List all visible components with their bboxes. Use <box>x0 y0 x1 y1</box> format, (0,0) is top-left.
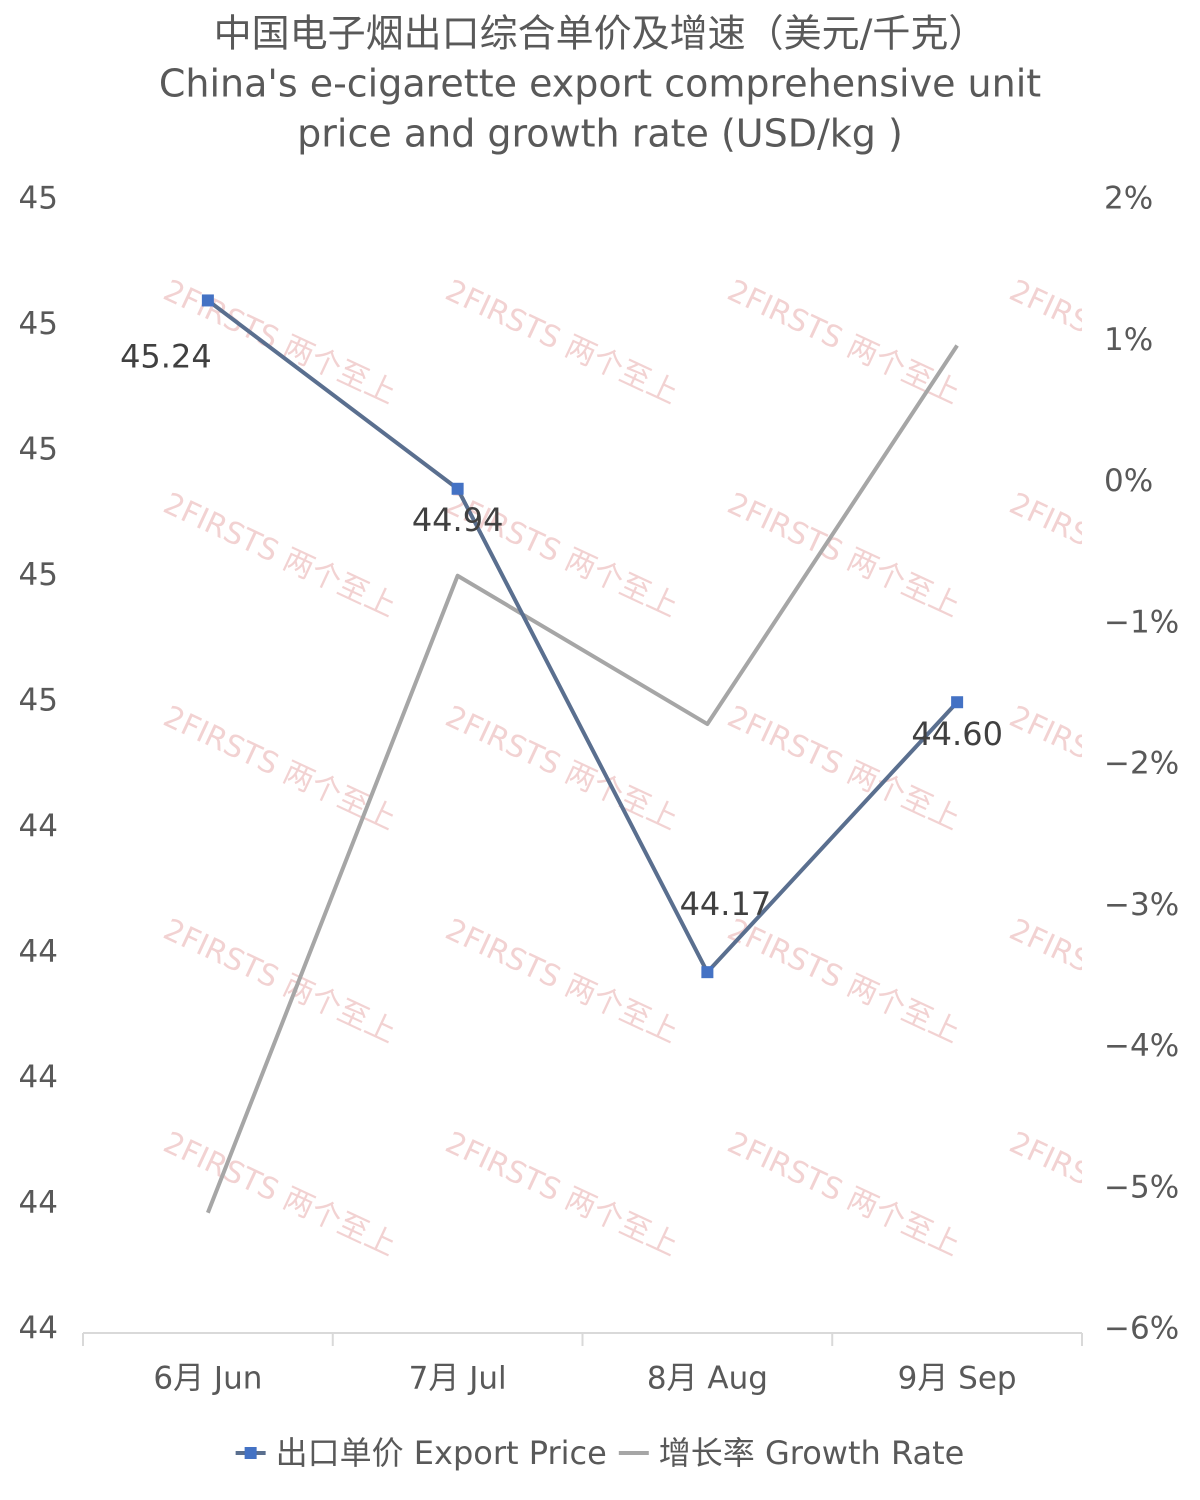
x-tick-label: 8月 Aug <box>647 1361 768 1397</box>
watermark: 2FIRSTS 两个至上 <box>722 486 965 624</box>
chart-subtitle: China's e-cigarette export comprehensive… <box>159 62 1041 106</box>
y-tick-label: 45 <box>19 306 58 342</box>
y-tick-label: 44 <box>19 934 58 970</box>
y2-tick-label: −1% <box>1104 604 1179 640</box>
y2-tick-label: −6% <box>1104 1311 1179 1347</box>
y2-tick-label: −3% <box>1104 887 1179 923</box>
data-label: 44.17 <box>680 885 772 923</box>
y-tick-label: 45 <box>19 432 58 468</box>
data-label: 45.24 <box>120 337 212 375</box>
watermark: 2FIRSTS 两个至上 <box>158 486 401 624</box>
data-label: 44.94 <box>412 501 504 539</box>
series-line <box>206 298 959 975</box>
chart-title: 中国电子烟出口综合单价及增速（美元/千克） <box>214 12 987 56</box>
y-tick-label: 44 <box>19 1059 58 1095</box>
x-tick-label: 9月 Sep <box>898 1361 1017 1397</box>
marker <box>701 966 714 979</box>
watermark: 2FIRSTS 两个至上 <box>722 1125 965 1263</box>
y-tick-label: 45 <box>19 557 58 593</box>
x-tick-label: 6月 Jun <box>153 1361 262 1397</box>
y2-tick-label: 0% <box>1104 463 1153 499</box>
y2-tick-label: 2% <box>1104 181 1153 217</box>
watermark: 2FIRSTS 两个至上 <box>722 912 965 1050</box>
y2-tick-label: −2% <box>1104 746 1179 782</box>
legend-marker <box>244 1447 257 1459</box>
data-label: 44.60 <box>911 715 1003 753</box>
y-tick-label: 44 <box>19 1185 58 1221</box>
watermark: 2FIRSTS 两个至上 <box>440 1125 683 1263</box>
y2-tick-label: −4% <box>1104 1028 1179 1064</box>
watermarks: 2FIRSTS 两个至上 2FIRSTS 两个至上 2FIRSTS 两个至上 2FIR… <box>158 273 1200 1476</box>
y-tick-label: 45 <box>19 683 58 719</box>
chart-subtitle: price and growth rate (USD/kg ) <box>297 112 903 156</box>
marker <box>951 696 964 709</box>
series-line <box>206 344 959 1214</box>
y-tick-label: 44 <box>19 1311 58 1347</box>
y-tick-label: 45 <box>19 181 58 217</box>
y2-tick-label: 1% <box>1104 322 1153 358</box>
watermark: 2FIRSTS 两个至上 <box>440 273 683 411</box>
watermark: 2FIRSTS 两个至上 <box>440 699 683 837</box>
watermark: 2FIRSTS 两个至上 <box>1004 273 1200 411</box>
marker <box>451 482 464 495</box>
legend: 出口单价 Export Price 增长率 Growth Rate <box>235 1434 965 1472</box>
y2-tick-label: −5% <box>1104 1169 1179 1205</box>
legend-label: 增长率 Growth Rate <box>659 1434 965 1472</box>
x-tick-label: 7月 Jul <box>409 1361 507 1397</box>
marker <box>201 294 214 307</box>
watermark: 2FIRSTS 两个至上 <box>158 1125 401 1263</box>
y-tick-label: 44 <box>19 808 58 844</box>
watermark: 2FIRSTS 两个至上 <box>1004 1338 1200 1476</box>
watermark: 2FIRSTS 两个至上 <box>440 912 683 1050</box>
legend-label: 出口单价 Export Price <box>276 1434 607 1472</box>
